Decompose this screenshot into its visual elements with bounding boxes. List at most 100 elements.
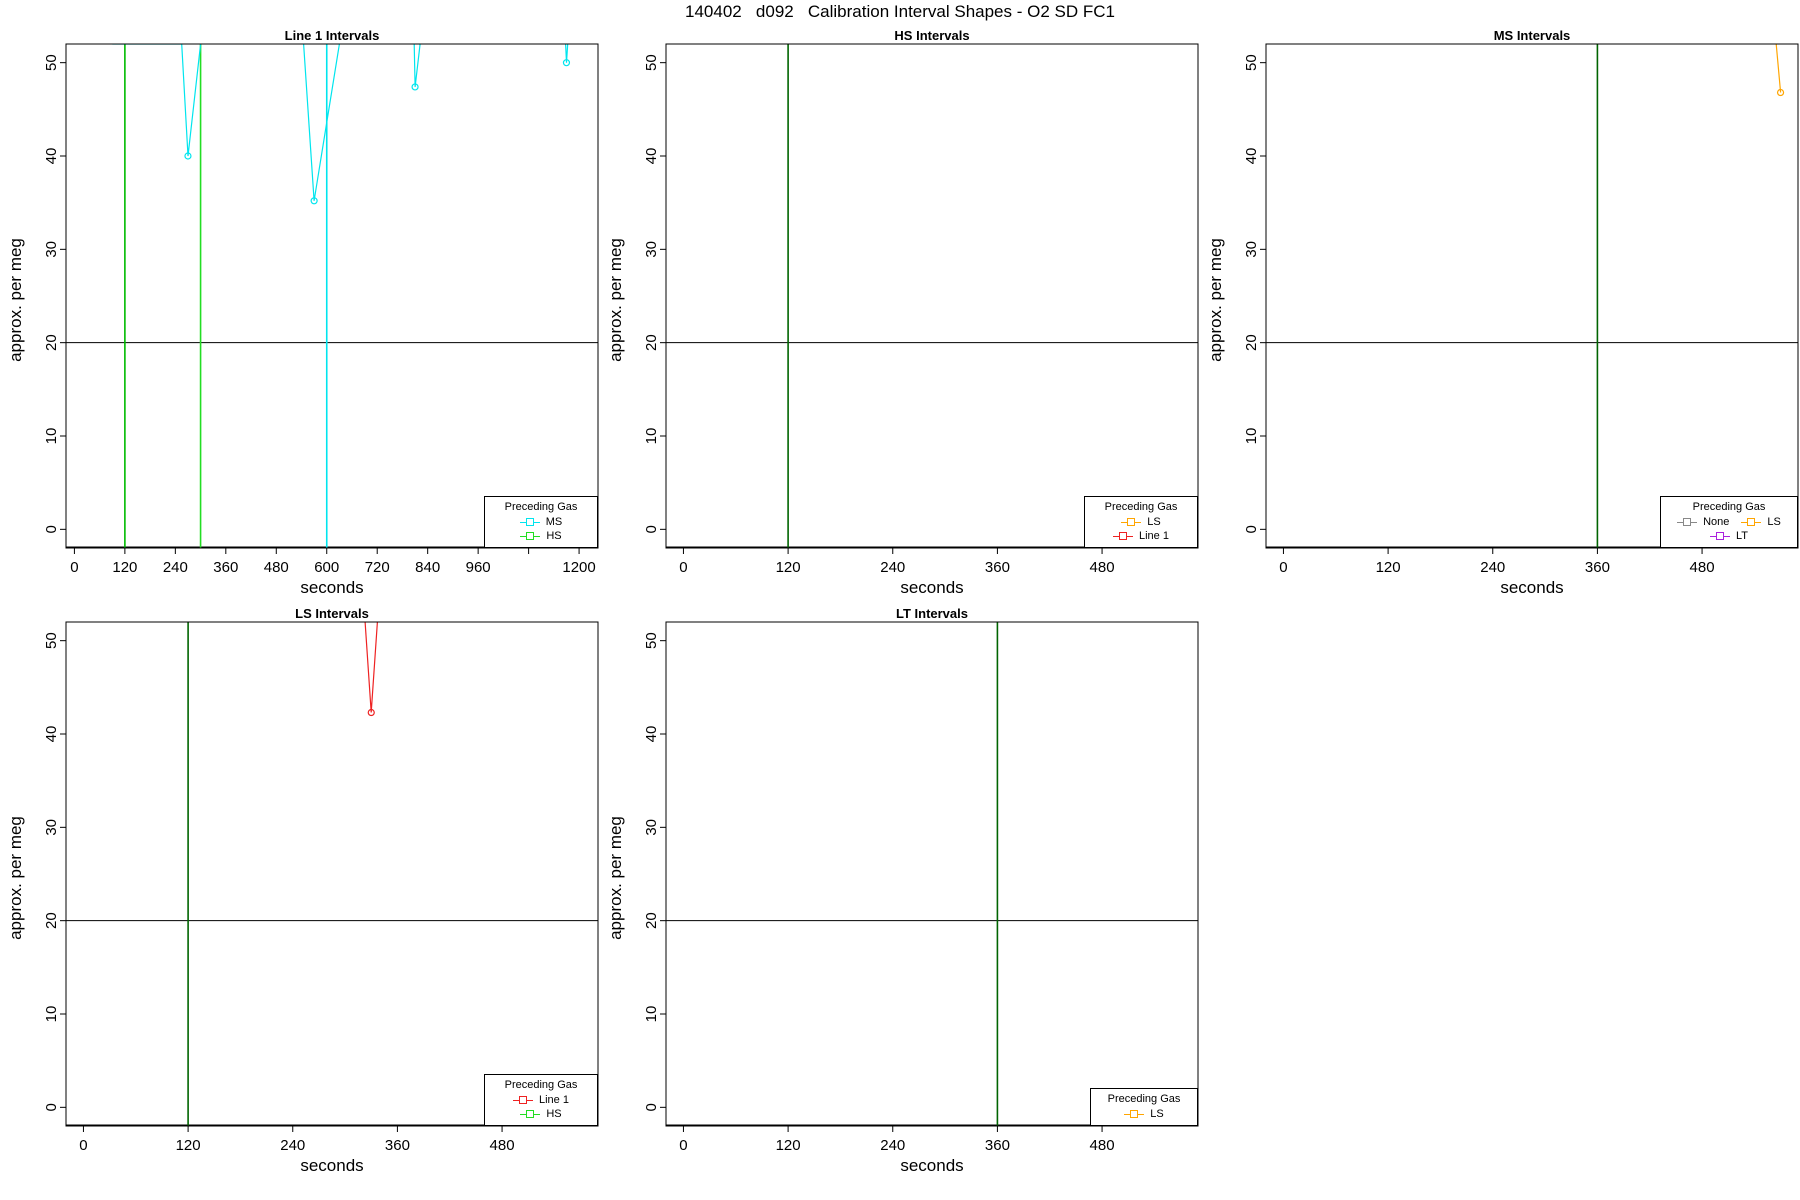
legend-item: HS (520, 1108, 562, 1120)
legend-item: Line 1 (1113, 530, 1169, 542)
plot-frame (1265, 43, 1799, 549)
plot-frame (665, 43, 1199, 549)
legend-item: LS (1124, 1108, 1164, 1120)
y-axis-label-wrap: approx. per meg (606, 0, 626, 600)
data-point (562, 59, 571, 67)
series-line (413, 44, 421, 87)
legend-item: LS (1121, 516, 1161, 528)
x-tick-label: 120 (776, 559, 801, 576)
y-tick-label: 10 (643, 1006, 660, 1023)
y-tick-label: 20 (43, 912, 60, 929)
x-tick-label: 480 (490, 1137, 515, 1154)
x-tick-label: 120 (176, 1137, 201, 1154)
y-axis-label-wrap: approx. per meg (1206, 0, 1226, 600)
legend-label: Line 1 (539, 1094, 569, 1106)
y-tick-label: 0 (1243, 525, 1260, 533)
chart-panel-ls: LS Intervals 0 120 240 360 480 0 10 20 30 40 50 ap… (0, 578, 600, 1178)
x-tick-label: 360 (985, 559, 1010, 576)
x-tick-label: 480 (1690, 559, 1715, 576)
legend-key (519, 517, 540, 527)
legend-label: LS (1147, 516, 1161, 528)
x-axis-label: seconds (900, 578, 964, 597)
y-tick-label: 50 (643, 54, 660, 71)
plot-area: 0 120 240 360 480 0 10 20 30 40 50 (643, 621, 1199, 1154)
series-line (565, 44, 569, 63)
series-line (364, 622, 378, 713)
x-tick-label: 360 (213, 559, 238, 576)
legend-item: LT (1709, 530, 1749, 542)
chart-panel-ms: MS Intervals 0 120 240 360 480 0 10 20 30 40 50 ap… (1200, 0, 1800, 600)
x-tick-label: 240 (163, 559, 188, 576)
x-tick-label: 1200 (562, 559, 595, 576)
y-axis-label-wrap: approx. per meg (606, 578, 626, 1178)
legend-label: None (1703, 516, 1730, 528)
x-tick-label: 720 (365, 559, 390, 576)
legend-key (513, 1095, 533, 1105)
legend-title: Preceding Gas (1692, 501, 1766, 513)
legend: Preceding Gas LS Line 1 (1084, 496, 1198, 548)
legend-items: Line 1 HS (485, 1091, 597, 1125)
legend-title: Preceding Gas (1107, 1093, 1181, 1105)
plot-frame (65, 621, 599, 1127)
x-tick-label: 240 (1480, 559, 1505, 576)
legend: Preceding Gas None LS LT (1660, 496, 1798, 548)
x-tick-label: 0 (679, 1137, 687, 1154)
legend-key (1709, 531, 1730, 541)
y-tick-label: 40 (1243, 148, 1260, 165)
x-tick-label: 0 (679, 559, 687, 576)
plot-content (666, 622, 1198, 1126)
x-tick-label: 360 (385, 1137, 410, 1154)
y-tick-label: 20 (643, 912, 660, 929)
series-line (1775, 44, 1782, 93)
y-tick-label: 40 (43, 148, 60, 165)
legend-key (1124, 1109, 1145, 1119)
y-tick-label: 50 (1243, 54, 1260, 71)
x-tick-label: 360 (985, 1137, 1010, 1154)
y-axis-label-wrap: approx. per meg (6, 578, 26, 1178)
x-tick-label: 240 (280, 1137, 305, 1154)
y-tick-label: 20 (643, 334, 660, 351)
y-axis-label: approx. per meg (1206, 238, 1225, 362)
legend-key (1741, 517, 1762, 527)
legend-title: Preceding Gas (504, 1079, 578, 1091)
x-tick-label: 360 (1585, 559, 1610, 576)
chart-panel-lt: LT Intervals 0 120 240 360 480 0 10 20 30 40 50 ap… (600, 578, 1200, 1178)
panel-title: MS Intervals (1493, 28, 1571, 43)
x-tick-label: 480 (264, 559, 289, 576)
x-tick-label: 0 (79, 1137, 87, 1154)
y-tick-label: 40 (643, 148, 660, 165)
legend-label: LT (1735, 530, 1749, 542)
y-tick-label: 20 (1243, 334, 1260, 351)
y-tick-label: 30 (1243, 241, 1260, 258)
series-line (303, 44, 340, 201)
y-tick-label: 10 (43, 1006, 60, 1023)
y-tick-label: 50 (43, 632, 60, 649)
panel-title: Line 1 Intervals (284, 28, 380, 43)
y-tick-label: 20 (43, 334, 60, 351)
legend-label: Line 1 (1139, 530, 1169, 542)
legend-title: Preceding Gas (504, 501, 578, 513)
legend-key (1121, 517, 1142, 527)
legend-key (1677, 517, 1698, 527)
legend-label: LS (1150, 1108, 1164, 1120)
figure-title: 140402 d092 Calibration Interval Shapes … (685, 2, 1115, 21)
y-tick-label: 0 (643, 1103, 660, 1111)
y-tick-label: 10 (43, 428, 60, 445)
x-tick-label: 600 (314, 559, 339, 576)
panel-title: LS Intervals (295, 606, 369, 621)
x-tick-label: 0 (1279, 559, 1287, 576)
y-tick-label: 40 (43, 726, 60, 743)
y-axis-label: approx. per meg (606, 238, 625, 362)
y-tick-label: 30 (43, 819, 60, 836)
x-tick-label: 480 (1090, 559, 1115, 576)
y-axis-label-wrap: approx. per meg (6, 0, 26, 600)
y-tick-label: 50 (43, 54, 60, 71)
y-tick-label: 0 (643, 525, 660, 533)
legend-label: LS (1767, 516, 1781, 528)
y-tick-label: 50 (643, 632, 660, 649)
x-tick-label: 120 (776, 1137, 801, 1154)
y-axis-label: approx. per meg (6, 238, 25, 362)
legend: Preceding Gas LS (1090, 1088, 1198, 1126)
y-axis-label: approx. per meg (606, 816, 625, 940)
data-point (310, 197, 318, 205)
